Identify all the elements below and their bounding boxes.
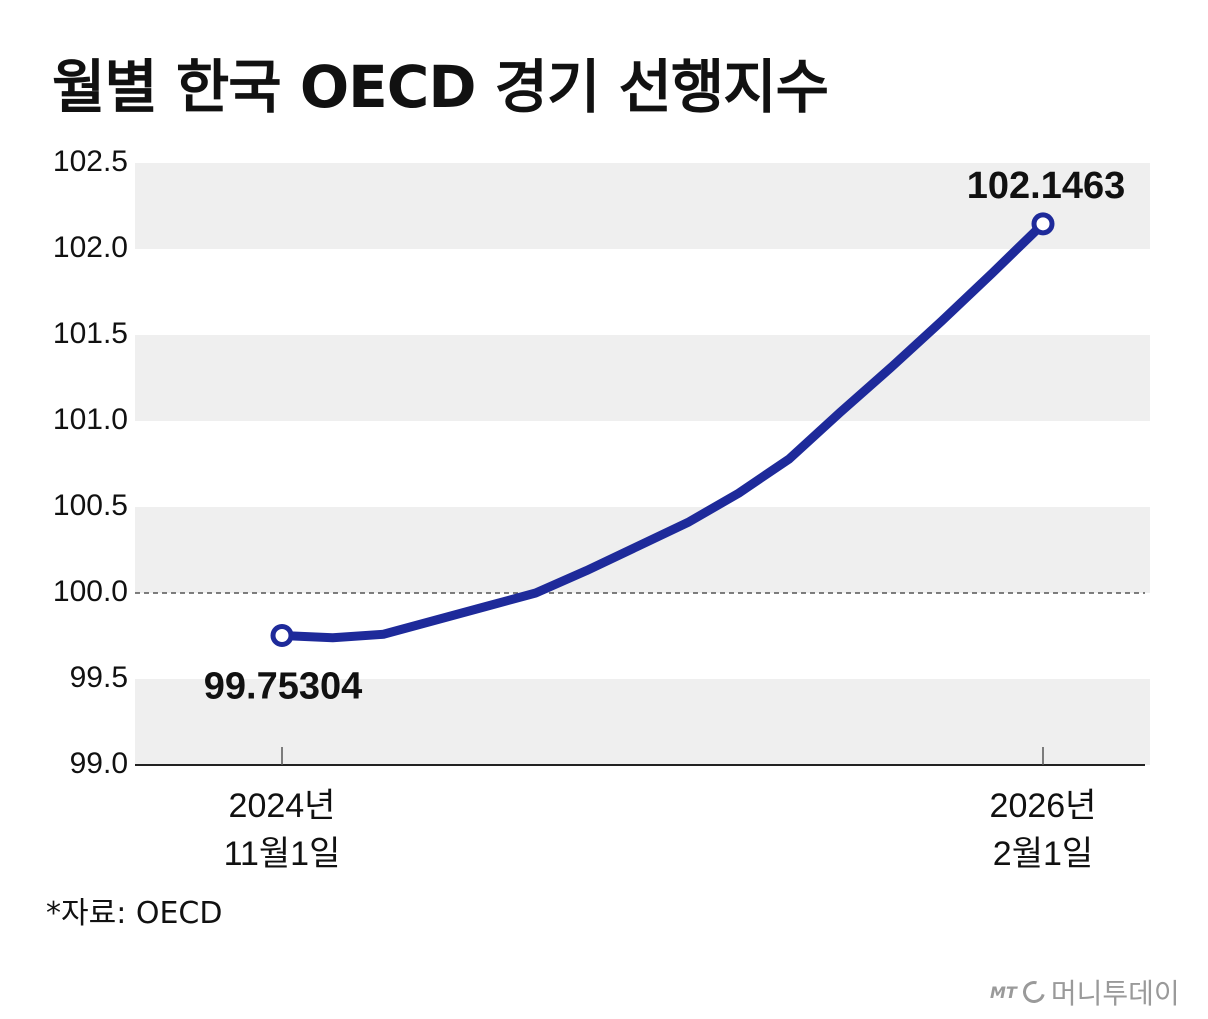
y-tick-label: 101.5 — [53, 317, 128, 350]
series-line — [277, 219, 1048, 643]
y-axis: 99.0 99.5 100.0 100.5 101.0 101.5 102.0 102.5 — [53, 145, 128, 780]
y-tick-label: 99.0 — [70, 747, 128, 780]
y-tick-label: 101.0 — [53, 403, 128, 436]
source-note: *자료: OECD — [46, 896, 223, 931]
brand-name: 머니투데이 — [1050, 977, 1180, 1010]
grid-band — [135, 679, 1150, 765]
annotations: 99.75304 102.1463 — [204, 165, 1126, 708]
x-tick-label: 2024년 — [229, 787, 336, 825]
data-point — [991, 272, 994, 275]
data-point — [534, 592, 537, 594]
data-point — [331, 636, 334, 639]
y-tick-label: 100.0 — [53, 575, 128, 608]
data-point — [839, 411, 842, 414]
grid-band — [135, 507, 1150, 593]
data-label: 102.1463 — [967, 165, 1126, 207]
data-point — [788, 457, 791, 460]
data-point — [382, 633, 385, 636]
y-tick-label: 100.5 — [53, 489, 128, 522]
series — [135, 212, 1145, 647]
y-tick-label: 99.5 — [70, 661, 128, 694]
data-point — [940, 320, 943, 323]
x-tick-label: 2026년 — [990, 787, 1097, 825]
data-point — [889, 366, 892, 369]
grid-bands — [135, 163, 1150, 765]
grid-band — [135, 335, 1150, 421]
y-tick-label: 102.0 — [53, 231, 128, 264]
data-point — [585, 569, 588, 572]
chart-title: 월별 한국 OECD 경기 선행지수 — [52, 53, 829, 121]
data-point — [433, 619, 436, 622]
endpoint-marker — [270, 623, 294, 647]
endpoint-marker — [1031, 212, 1055, 236]
data-point — [483, 605, 486, 608]
brand-circle-icon — [1018, 976, 1049, 1008]
data-label: 99.75304 — [204, 665, 363, 707]
data-point — [737, 492, 740, 495]
y-tick-label: 102.5 — [53, 145, 128, 178]
x-tick-label: 11월1일 — [224, 835, 341, 873]
brand-logo: MT 머니투데이 — [990, 972, 1180, 1012]
brand-prefix: MT — [990, 982, 1017, 1002]
data-point — [636, 545, 639, 548]
grid-band — [135, 163, 1150, 249]
x-tick-label: 2월1일 — [993, 835, 1093, 873]
data-point — [686, 521, 689, 524]
x-axis: 2024년 11월1일 2026년 2월1일 — [135, 747, 1145, 873]
